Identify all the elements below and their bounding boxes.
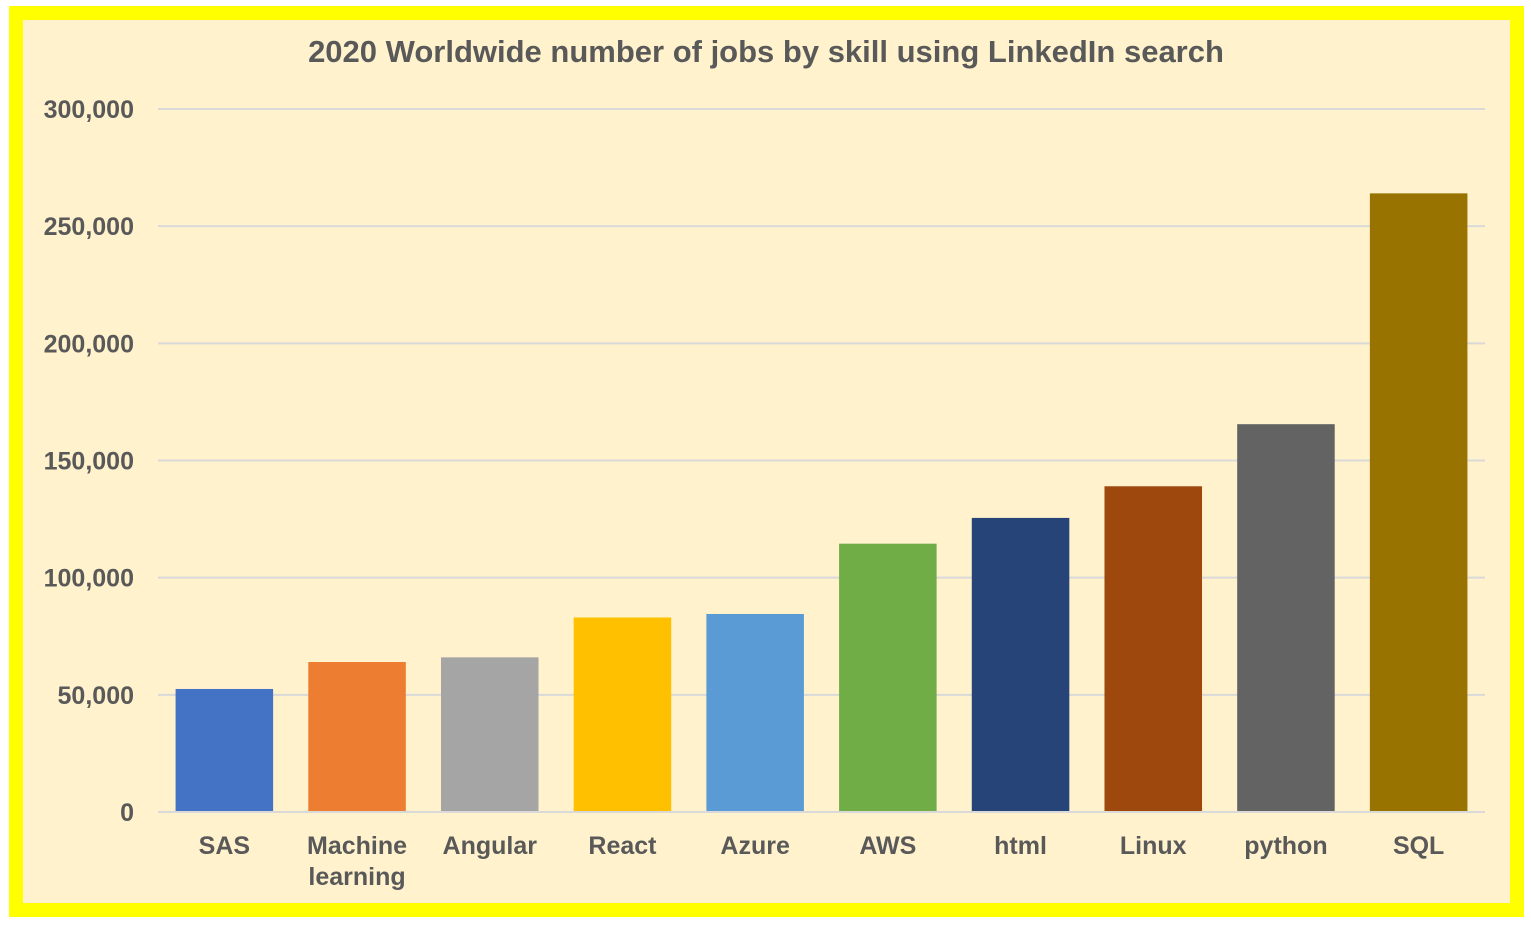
chart-title: 2020 Worldwide number of jobs by skill u… [308, 34, 1224, 69]
x-category-label: React [588, 832, 657, 860]
bar-aws [839, 543, 937, 812]
y-tick-label: 250,000 [44, 213, 134, 241]
x-axis-categories: SAS Machine learning Angular React Azure AWS ht… [199, 832, 1445, 891]
bar-linux [1104, 486, 1203, 812]
y-tick-label: 50,000 [58, 682, 134, 710]
bar-machine-learning [308, 662, 406, 812]
y-axis-ticks: 0 50,000 100,000 150,000 200,000 250,000 300,0… [44, 96, 134, 827]
x-category-label: Linux [1120, 832, 1187, 860]
bar-html [971, 517, 1070, 812]
x-category-label: Machine learning [307, 832, 407, 891]
y-tick-label: 0 [120, 799, 134, 827]
x-category-label: html [994, 832, 1047, 860]
y-tick-label: 100,000 [44, 565, 134, 593]
x-category-label: Azure [720, 832, 790, 860]
bars [158, 193, 1485, 813]
x-category-label: AWS [859, 832, 916, 860]
bar-sas [175, 688, 274, 812]
x-category-label: SAS [199, 832, 250, 860]
y-tick-label: 150,000 [44, 448, 134, 476]
x-category-label: SQL [1393, 832, 1444, 860]
bar-sql [1369, 193, 1468, 813]
bar-react [573, 617, 672, 812]
y-tick-label: 300,000 [44, 96, 134, 124]
bar-python [1237, 424, 1335, 812]
x-category-label: Angular [443, 832, 538, 860]
bar-azure [706, 613, 804, 812]
x-category-label: python [1244, 832, 1327, 860]
y-tick-label: 200,000 [44, 330, 134, 358]
bar-angular [440, 657, 539, 812]
